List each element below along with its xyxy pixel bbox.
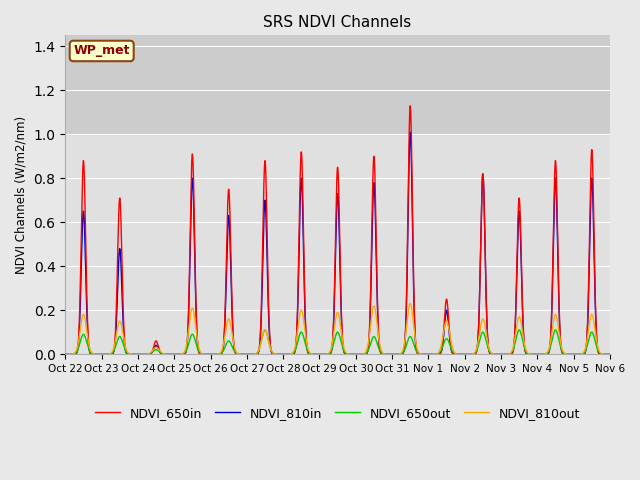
NDVI_650out — [504, 351, 512, 357]
Line: NDVI_650in: NDVI_650in — [65, 106, 640, 354]
NDVI_650in — [400, 348, 408, 354]
NDVI_810out — [416, 350, 424, 356]
NDVI_810in — [406, 129, 414, 135]
NDVI_650in — [416, 351, 424, 357]
NDVI_810in — [82, 260, 90, 265]
Legend: NDVI_650in, NDVI_810in, NDVI_650out, NDVI_810out: NDVI_650in, NDVI_810in, NDVI_650out, NDV… — [90, 402, 585, 425]
NDVI_810out — [335, 311, 342, 316]
NDVI_810in — [505, 351, 513, 357]
Bar — [65, 36, 610, 134]
NDVI_650out — [400, 349, 408, 355]
Y-axis label: NDVI Channels (W/m2/nm): NDVI Channels (W/m2/nm) — [15, 116, 28, 274]
Line: NDVI_810in: NDVI_810in — [65, 132, 640, 354]
NDVI_810in — [285, 351, 292, 357]
NDVI_650in — [406, 103, 414, 108]
NDVI_650out — [285, 351, 292, 357]
NDVI_650out — [335, 330, 342, 336]
NDVI_810in — [400, 348, 408, 354]
Title: SRS NDVI Channels: SRS NDVI Channels — [264, 15, 412, 30]
NDVI_810out — [400, 344, 408, 350]
NDVI_650out — [61, 351, 69, 357]
NDVI_810in — [61, 351, 69, 357]
NDVI_810out — [82, 319, 90, 324]
NDVI_650in — [285, 351, 292, 357]
NDVI_650out — [552, 327, 559, 333]
NDVI_650in — [505, 351, 513, 357]
NDVI_810out — [285, 351, 292, 357]
NDVI_650out — [415, 351, 423, 357]
NDVI_810out — [406, 300, 414, 306]
NDVI_810in — [335, 201, 342, 206]
NDVI_650in — [61, 351, 69, 357]
Line: NDVI_650out: NDVI_650out — [65, 330, 640, 354]
NDVI_810out — [61, 351, 69, 357]
Line: NDVI_810out: NDVI_810out — [65, 303, 640, 354]
NDVI_650out — [82, 335, 90, 341]
NDVI_650in — [82, 228, 90, 233]
Text: WP_met: WP_met — [74, 45, 130, 58]
NDVI_810in — [416, 351, 424, 357]
NDVI_810out — [505, 351, 513, 357]
NDVI_650in — [335, 176, 342, 182]
